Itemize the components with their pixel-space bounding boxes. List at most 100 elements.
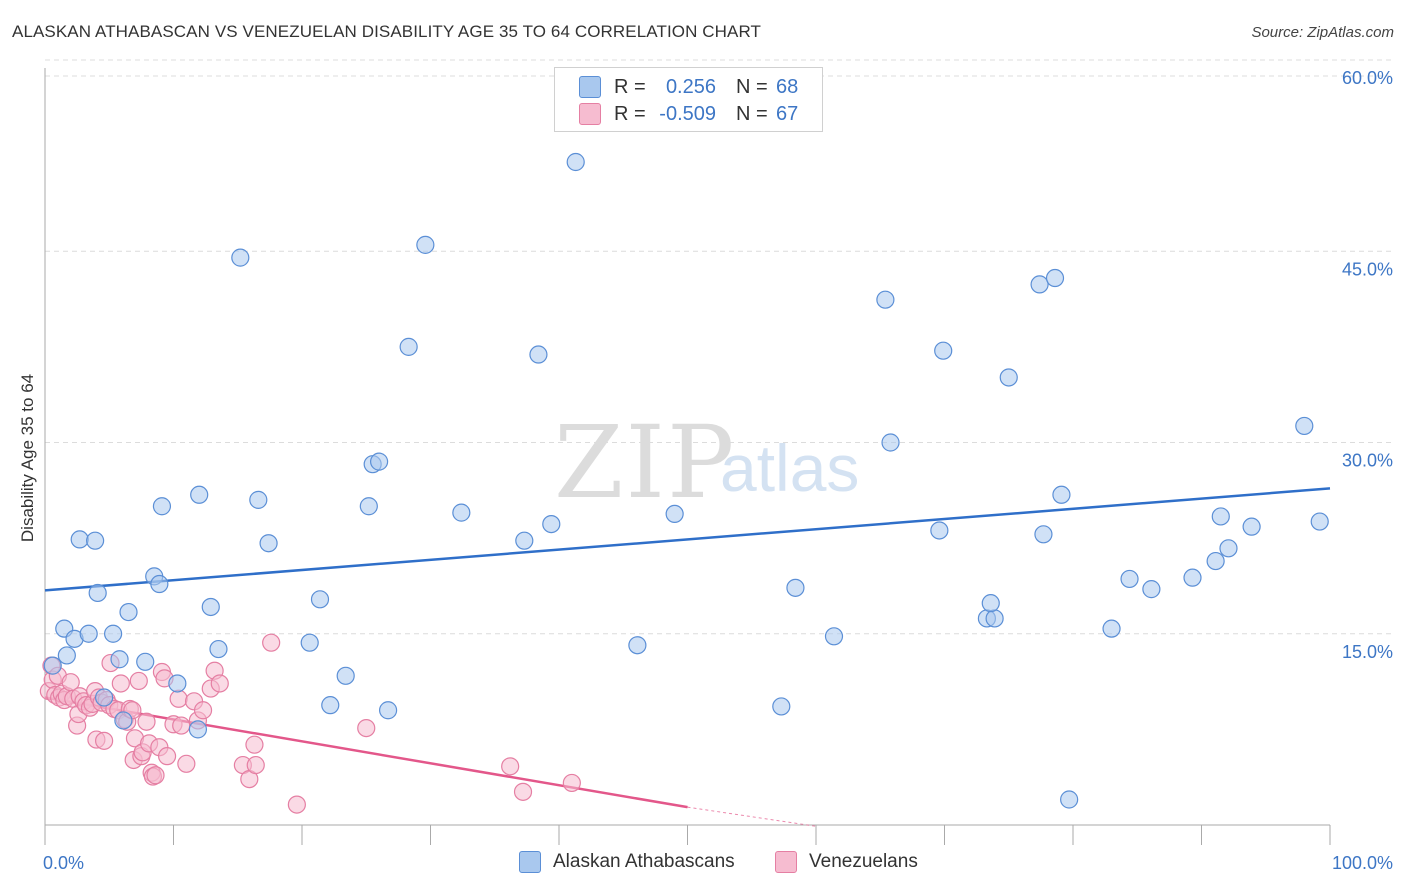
athabascan-point (999, 368, 1018, 387)
athabascan-point (786, 578, 805, 597)
venezuelan-point (146, 766, 165, 785)
r-value: -0.509 (659, 102, 716, 125)
legend-label: Alaskan Athabascans (553, 851, 735, 872)
athabascan-point (79, 624, 98, 643)
athabascan-point (416, 235, 435, 254)
r-label: R = (614, 102, 646, 125)
athabascan-point (209, 639, 228, 659)
y-tick-label: 45.0% (1342, 259, 1393, 279)
trendline-athabascans (44, 487, 1331, 592)
athabascan-point (1030, 275, 1049, 294)
venezuelan-point (246, 755, 265, 775)
venezuelan-point (245, 735, 264, 754)
athabascan-point (1045, 268, 1065, 288)
athabascan-point (150, 574, 169, 594)
venezuelan-point (169, 689, 188, 708)
venezuelan-point (210, 674, 229, 693)
athabascan-point (168, 674, 187, 693)
athabascan-point (249, 490, 268, 509)
venezuelan-point (137, 712, 156, 731)
n-label: N = (736, 75, 768, 98)
athabascan-point (930, 521, 949, 540)
athabascan-point (665, 504, 684, 524)
athabascan-point (452, 503, 471, 522)
athabascan-point (981, 594, 1000, 613)
athabascan-point (1295, 416, 1314, 436)
tick-labels: 15.0% 30.0% 45.0% 60.0% 0.0% 100.0% (43, 68, 1393, 873)
pink-swatch (775, 851, 797, 873)
athabascan-point (104, 624, 123, 643)
athabascan-point (772, 697, 791, 716)
athabascan-point (542, 514, 561, 534)
trendline-venezuelans-extension (687, 806, 817, 827)
athabascan-point (359, 497, 378, 516)
x-tick-label: 0.0% (43, 853, 84, 873)
gridlines (45, 59, 1395, 635)
athabascan-point (1102, 619, 1121, 638)
athabascan-point (88, 583, 107, 603)
correlation-legend: R = 0.256 N = 68 R = -0.509 N = 67 (554, 67, 823, 132)
venezuelan-point (95, 731, 114, 750)
athabascan-point (1211, 507, 1230, 526)
y-tick-label: 30.0% (1342, 451, 1393, 471)
r-value: 0.256 (665, 75, 716, 98)
venezuelan-point (177, 754, 196, 773)
athabascan-point (378, 701, 398, 720)
athabascan-point (881, 433, 900, 452)
axes (44, 68, 1331, 845)
athabascan-point (934, 341, 953, 360)
athabascan-point (201, 597, 220, 617)
athabascan-point (628, 636, 647, 655)
athabascan-point (515, 531, 534, 550)
venezuelan-point (157, 747, 177, 766)
athabascan-point (190, 485, 209, 504)
athabascan-point (95, 688, 114, 707)
athabascan-point (188, 720, 208, 739)
athabascan-point (1120, 569, 1139, 589)
venezuelan-point (287, 795, 306, 814)
athabascan-point (1052, 485, 1071, 504)
venezuelan-point (357, 718, 376, 738)
venezuelan-point (262, 633, 281, 652)
athabascan-point (1183, 568, 1202, 587)
athabascan-point (231, 248, 250, 267)
series-alaskan-athabascans (43, 152, 1329, 809)
source-label: Source: ZipAtlas.com (1251, 24, 1394, 41)
athabascan-point (86, 531, 105, 550)
legend-item-athabascans: Alaskan Athabascans (519, 851, 735, 873)
athabascan-point (824, 627, 844, 646)
legend-label: Venezuelans (809, 851, 918, 872)
athabascan-point (300, 633, 319, 652)
venezuelan-point (513, 782, 533, 801)
watermark-zip: ZIP (554, 404, 737, 521)
venezuelan-point (562, 773, 581, 793)
athabascan-point (566, 152, 585, 172)
r-label: R = (614, 75, 646, 98)
y-tick-label: 15.0% (1342, 642, 1393, 662)
athabascan-point (1034, 525, 1053, 544)
y-axis-label: Disability Age 35 to 64 (18, 373, 37, 543)
venezuelan-point (193, 701, 213, 720)
athabascan-point (114, 711, 133, 730)
athabascan-point (399, 337, 418, 356)
n-value: 67 (776, 102, 799, 125)
athabascan-point (1142, 580, 1161, 599)
athabascan-point (529, 345, 548, 364)
trendlines (44, 487, 1331, 827)
athabascan-point (1242, 517, 1261, 536)
venezuelan-point (111, 674, 130, 693)
athabascan-point (336, 666, 355, 685)
watermark-atlas: atlas (720, 431, 860, 505)
athabascan-point (310, 590, 330, 609)
venezuelan-point (129, 671, 148, 691)
athabascan-point (370, 452, 389, 471)
athabascan-point (1060, 790, 1079, 809)
athabascan-point (1310, 512, 1329, 531)
athabascan-point (1206, 551, 1225, 571)
athabascan-point (985, 609, 1004, 628)
x-tick-label: 100.0% (1332, 853, 1393, 873)
athabascan-point (259, 534, 278, 553)
blue-swatch (519, 851, 541, 873)
blue-swatch (579, 76, 601, 98)
